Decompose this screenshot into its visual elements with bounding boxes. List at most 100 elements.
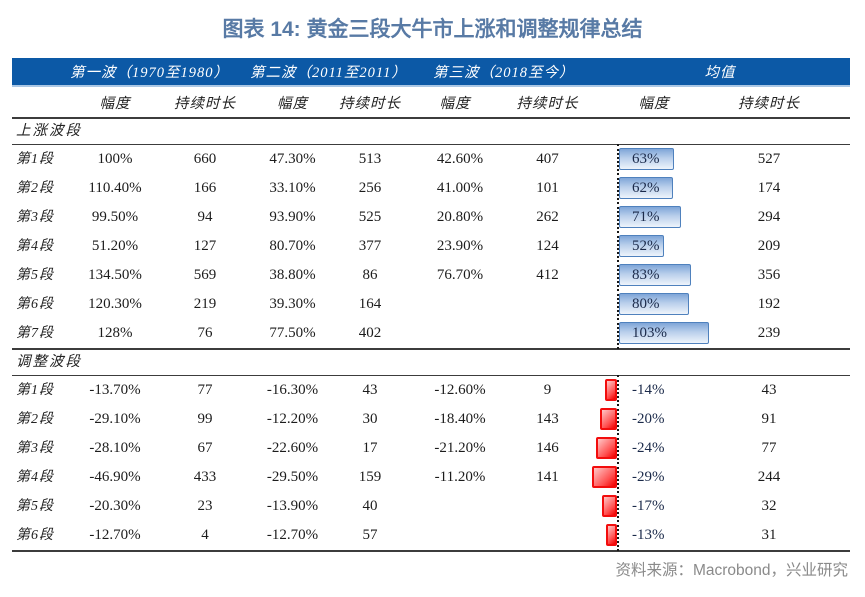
table-cell: 174: [757, 180, 781, 196]
table-row: 第5段 -20.30% 23 -13.90% 40 -17% 32: [12, 491, 850, 522]
segment-label: 第3段: [16, 441, 54, 456]
mean-amp-bar: [619, 264, 692, 286]
table-cell: [405, 319, 505, 349]
table-cell: 32: [761, 498, 777, 514]
table-cell: 38.80%: [269, 267, 316, 283]
mean-amp-bar: [619, 235, 665, 257]
table-cell: 30: [362, 411, 378, 427]
table-cell: 124: [536, 238, 559, 254]
section-label: 调整波段: [12, 348, 851, 376]
table-cell: 356: [757, 267, 781, 283]
table-cell: 80.70%: [269, 238, 316, 254]
segment-label: 第6段: [12, 521, 70, 552]
table-cell: 209: [757, 238, 781, 254]
col-header: 持续时长: [160, 86, 250, 119]
mean-amp-value: 71%: [632, 209, 660, 225]
table-cell: 99.50%: [91, 209, 139, 225]
mean-amplitude-cell: -20%: [590, 404, 718, 435]
table-cell: -22.60%: [266, 440, 319, 456]
mean-amp-value: -24%: [632, 440, 665, 456]
table-cell: 23: [197, 498, 213, 514]
table-cell: [505, 521, 591, 552]
table-cell: 23.90%: [436, 238, 484, 254]
table-cell: 525: [358, 209, 382, 225]
mean-amplitude-cell: -29%: [590, 462, 718, 493]
table-cell: -29.50%: [266, 469, 319, 485]
table-cell: 76.70%: [436, 267, 484, 283]
table-row: 第4段 -46.90% 433 -29.50% 159 -11.20% 141 …: [12, 462, 850, 493]
table-row: 第1段 100% 660 47.30% 513 42.60% 407 63% 5…: [12, 144, 850, 175]
segment-label: 第4段: [16, 470, 54, 485]
bar-baseline: [617, 260, 620, 291]
table-cell: 91: [761, 411, 777, 427]
mean-amp-value: -17%: [632, 498, 665, 514]
table-row: 第1段 -13.70% 77 -16.30% 43 -12.60% 9 -14%…: [12, 375, 850, 406]
table-cell: -12.20%: [266, 411, 319, 427]
col-header: 幅度: [405, 86, 506, 119]
table-cell: 39.30%: [269, 296, 316, 312]
table-cell: 77: [197, 382, 213, 398]
table-cell: 77.50%: [269, 325, 316, 341]
mean-amplitude-cell: -24%: [590, 433, 718, 464]
mean-amp-value: -20%: [632, 411, 665, 427]
bar-baseline: [617, 173, 620, 204]
table-row: 第4段 51.20% 127 80.70% 377 23.90% 124 52%…: [12, 231, 850, 262]
section-label: 上涨波段: [12, 118, 851, 145]
segment-label: 第6段: [16, 297, 54, 312]
table-cell: 127: [193, 238, 217, 254]
mean-amplitude-cell: 83%: [590, 260, 718, 291]
table-cell: -29.10%: [89, 411, 141, 427]
table-cell: 17: [362, 440, 378, 456]
table-cell: 141: [536, 469, 559, 485]
table-cell: 76: [197, 325, 213, 341]
table-cell: 134.50%: [88, 267, 142, 283]
bar-baseline: [617, 520, 620, 551]
table-cell: 9: [543, 382, 552, 398]
table-cell: [405, 521, 506, 552]
table-cell: [505, 492, 590, 521]
page-title: 图表 14: 黄金三段大牛市上涨和调整规律总结: [222, 18, 643, 41]
mean-amplitude-cell: -13%: [590, 520, 719, 552]
table-cell: 94: [197, 209, 213, 225]
table-cell: 31: [718, 521, 851, 552]
wave3-header: 第三波（2018至今）: [405, 58, 591, 87]
table-cell: 128%: [97, 325, 133, 341]
bar-baseline: [617, 375, 620, 406]
col-header: 幅度: [590, 86, 719, 119]
mean-amp-value: -13%: [632, 527, 665, 543]
table-cell: -28.10%: [89, 440, 141, 456]
table-cell: 377: [358, 238, 382, 254]
bar-baseline: [617, 202, 620, 233]
table-cell: 4: [160, 521, 250, 552]
mean-amplitude-cell: -17%: [590, 491, 718, 522]
segment-label: 第2段: [16, 412, 54, 427]
bar-baseline: [617, 231, 620, 262]
segment-label: 第3段: [16, 210, 54, 225]
table-cell: 57: [335, 521, 406, 552]
wave-header-row: 第一波（1970至1980） 第二波（2011至2011） 第三波（2018至今…: [12, 58, 851, 87]
table-row: 第3段 99.50% 94 93.90% 525 20.80% 262 71% …: [12, 202, 850, 233]
table-cell: [405, 492, 505, 521]
mean-amp-value: 63%: [632, 151, 660, 167]
table-cell: 433: [193, 469, 217, 485]
sub-header-row: 幅度 持续时长 幅度 持续时长 幅度 持续时长 幅度 持续时长: [12, 86, 851, 119]
segment-label: 第4段: [16, 239, 54, 254]
table-cell: 86: [362, 267, 378, 283]
source-note: 资料来源：Macrobond，兴业研究: [615, 562, 848, 579]
table-cell: 43: [761, 382, 777, 398]
table-cell: 143: [536, 411, 559, 427]
mean-amp-bar: [619, 322, 710, 344]
mean-header: 均值: [590, 58, 851, 87]
mean-amp-value: -29%: [632, 469, 665, 485]
mean-amp-value: 103%: [632, 325, 668, 341]
mean-amp-bar: [605, 379, 618, 401]
col-header: 持续时长: [335, 86, 406, 119]
mean-amp-value: 52%: [632, 238, 660, 254]
segment-label: 第1段: [16, 152, 54, 167]
table-cell: 77: [761, 440, 777, 456]
table-cell: 120.30%: [88, 296, 142, 312]
table-cell: 244: [757, 469, 781, 485]
table-cell: -13.90%: [266, 498, 319, 514]
table-cell: 294: [757, 209, 781, 225]
table-row: 第6段 120.30% 219 39.30% 164 80% 192: [12, 289, 850, 320]
